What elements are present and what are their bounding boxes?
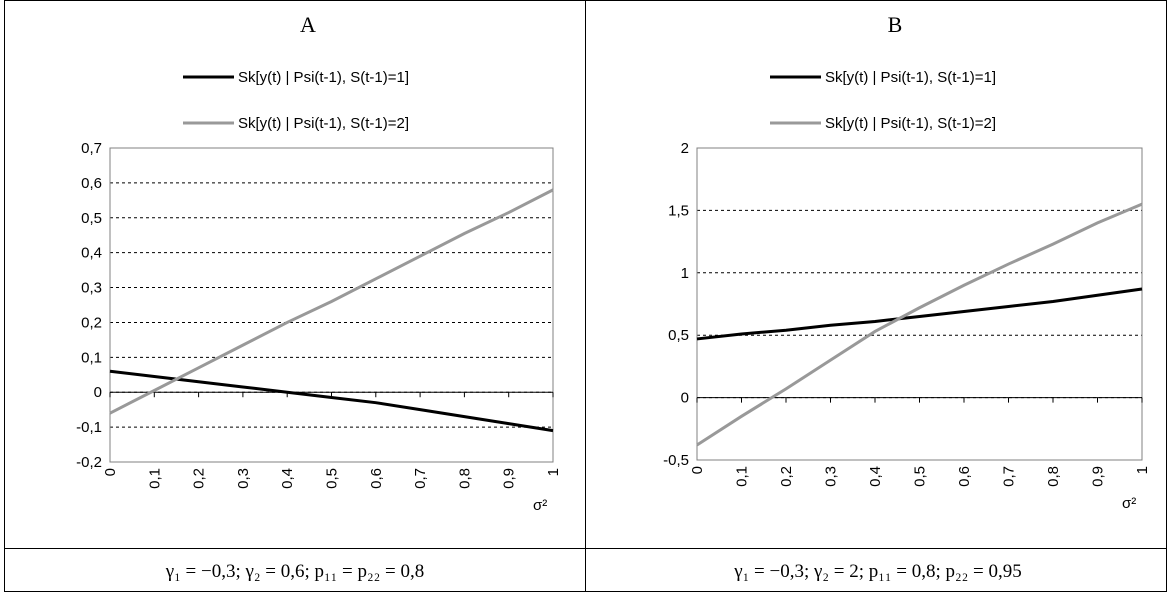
x-tick-label: 0,4 [867,466,884,487]
x-tick-label: 0,3 [823,466,840,487]
x-axis-label: σ² [1122,495,1136,512]
y-tick-label: -0,5 [663,452,689,469]
caption: γ₁ = −0,3; γ₂ = 2; p₁₁ = 0,8; p₂₂ = 0,95 [733,561,1021,582]
x-tick-label: 0 [102,468,119,476]
series-line [696,287,1143,341]
plot-frame [109,147,554,463]
x-tick-label: 0,9 [1090,466,1107,487]
chart-title: A [300,12,316,37]
x-tick-label: 0,8 [456,468,473,489]
x-tick-label: 0,7 [412,468,429,489]
x-axis-label: σ² [533,497,547,514]
y-tick-label: -0,2 [76,454,102,471]
plot-frame [696,147,1143,461]
x-tick-label: 0,1 [146,468,163,489]
x-tick-label: 0,8 [1045,466,1062,487]
x-tick-label: 0 [689,466,706,474]
y-tick-label: 0,1 [81,349,102,366]
x-tick-label: 0,3 [235,468,252,489]
y-tick-label: 0,6 [81,175,102,192]
y-tick-label: 2 [681,140,689,157]
x-tick-label: 0,4 [279,468,296,489]
y-tick-label: 0 [681,390,689,407]
y-tick-label: 0 [94,384,102,401]
x-tick-label: 0,1 [734,466,751,487]
x-tick-label: 1 [1134,466,1151,474]
y-tick-label: 1 [681,265,689,282]
legend-label: Sk[y(t) | Psi(t-1), S(t-1)=1] [238,69,409,86]
caption: γ₁ = −0,3; γ₂ = 0,6; p₁₁ = p₂₂ = 0,8 [165,561,424,582]
series-line [109,369,554,433]
x-tick-label: 1 [545,468,562,476]
x-tick-label: 0,6 [368,468,385,489]
y-tick-label: 0,2 [81,314,102,331]
x-tick-label: 0,2 [778,466,795,487]
x-tick-label: 0,7 [1001,466,1018,487]
x-tick-label: 0,5 [324,468,341,489]
y-tick-label: 1,5 [668,202,689,219]
y-tick-label: 0,5 [668,327,689,344]
legend-label: Sk[y(t) | Psi(t-1), S(t-1)=1] [825,69,996,86]
legend-label: Sk[y(t) | Psi(t-1), S(t-1)=2] [825,115,996,132]
y-tick-label: -0,1 [76,419,102,436]
chart-title: B [888,12,903,37]
y-tick-label: 0,4 [81,245,102,262]
legend-label: Sk[y(t) | Psi(t-1), S(t-1)=2] [238,115,409,132]
y-tick-label: 0,7 [81,140,102,157]
series-line [109,188,554,415]
y-tick-label: 0,3 [81,280,102,297]
x-tick-label: 0,2 [191,468,208,489]
x-tick-label: 0,9 [501,468,518,489]
x-tick-label: 0,6 [956,466,973,487]
x-tick-label: 0,5 [912,466,929,487]
y-tick-label: 0,5 [81,210,102,227]
series-line [696,202,1143,447]
